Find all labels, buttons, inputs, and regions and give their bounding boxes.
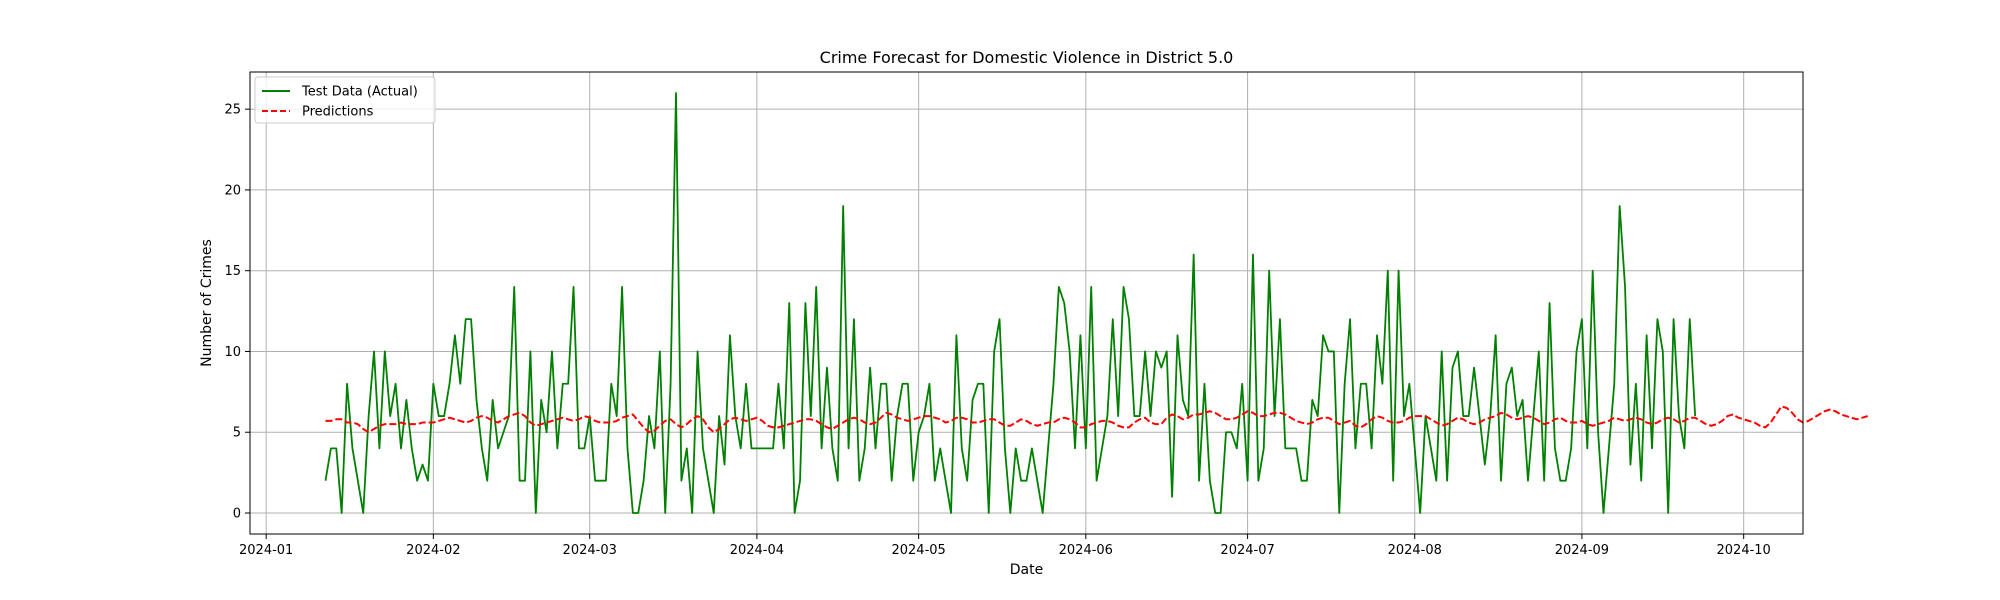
x-tick-label: 2024-09 xyxy=(1555,543,1609,558)
x-tick-label: 2024-07 xyxy=(1220,543,1274,558)
x-tick-label: 2024-05 xyxy=(891,543,945,558)
x-tick-label: 2024-08 xyxy=(1388,543,1442,558)
legend-label-predictions: Predictions xyxy=(302,105,374,120)
y-axis-label: Number of Crimes xyxy=(199,239,215,367)
ticks: 2024-01 2024-02 2024-03 2024-04 2024-05 2024-… xyxy=(224,103,1770,558)
y-tick-label: 10 xyxy=(224,345,241,360)
x-tick-label: 2024-02 xyxy=(406,543,460,558)
y-tick-label: 0 xyxy=(233,507,241,522)
series-layer xyxy=(324,92,1868,514)
legend-box xyxy=(254,76,436,124)
x-tick-label: 2024-06 xyxy=(1059,543,1113,558)
series-line-actual xyxy=(324,92,1697,514)
y-tick-label: 15 xyxy=(224,264,241,279)
chart-title: Crime Forecast for Domestic Violence in … xyxy=(820,48,1234,67)
legend: Test Data (Actual) Predictions xyxy=(254,76,436,124)
y-tick-label: 20 xyxy=(224,183,241,198)
x-axis-label: Date xyxy=(1010,562,1043,578)
series-line-predictions xyxy=(325,405,1868,434)
y-tick-label: 5 xyxy=(233,426,241,441)
legend-label-actual: Test Data (Actual) xyxy=(301,85,418,100)
x-tick-label: 2024-10 xyxy=(1717,543,1771,558)
grid xyxy=(250,72,1803,534)
x-tick-label: 2024-03 xyxy=(563,543,617,558)
x-tick-label: 2024-01 xyxy=(239,543,293,558)
x-tick-label: 2024-04 xyxy=(730,543,784,558)
y-tick-label: 25 xyxy=(224,103,241,118)
plot-frame xyxy=(249,71,1804,535)
